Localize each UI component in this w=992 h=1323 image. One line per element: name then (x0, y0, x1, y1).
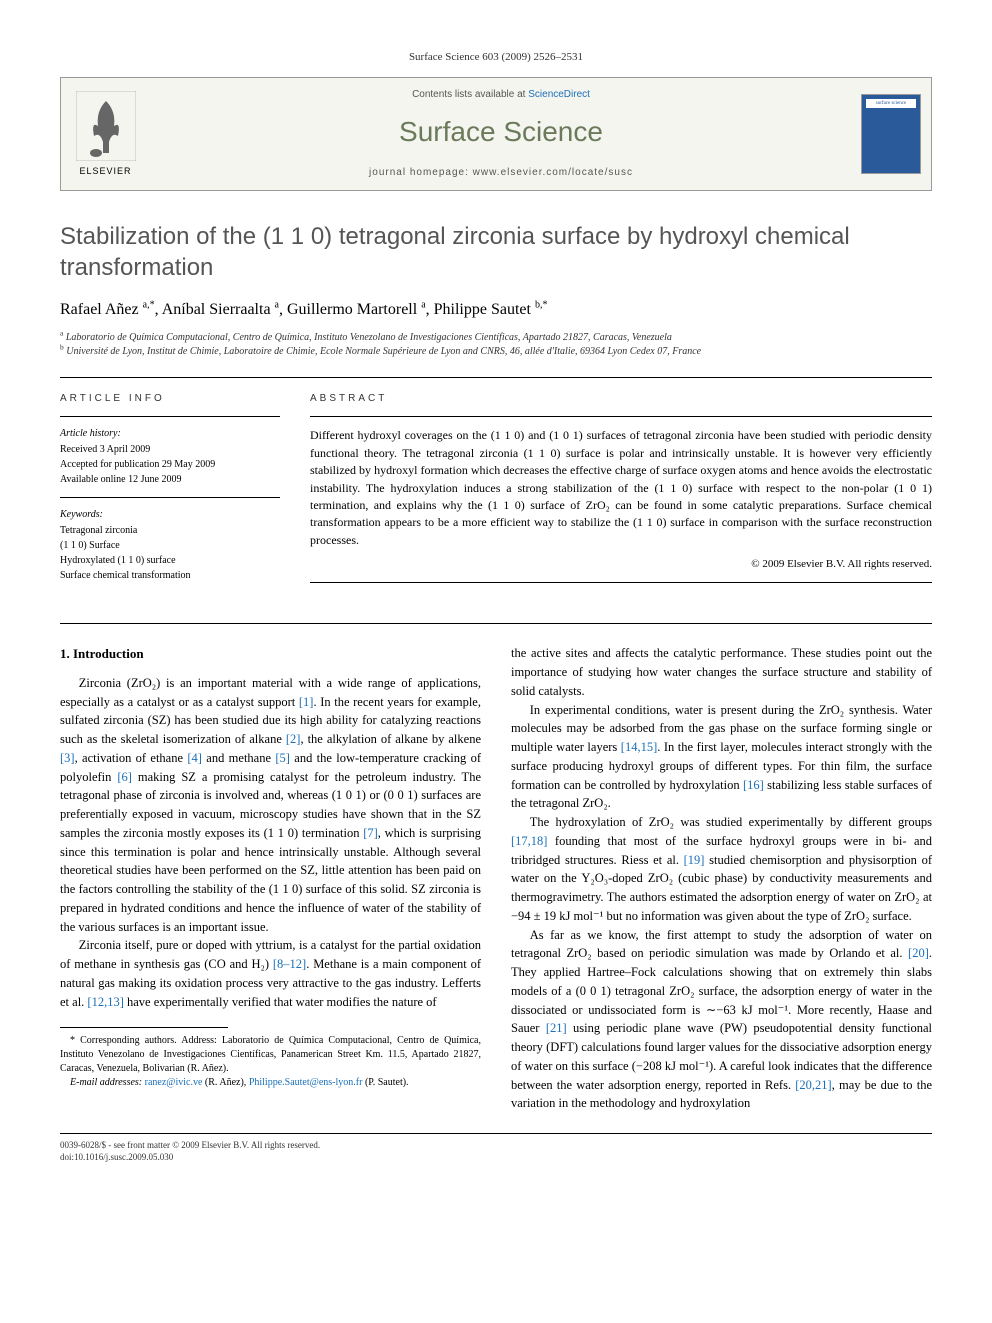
article-info-heading: ARTICLE INFO (60, 392, 280, 406)
ref-link[interactable]: [6] (117, 770, 132, 784)
ref-link[interactable]: [8–12] (273, 957, 306, 971)
homepage-url: www.elsevier.com/locate/susc (473, 167, 633, 178)
email-who-2: (P. Sautet). (365, 1077, 409, 1088)
journal-citation: Surface Science 603 (2009) 2526–2531 (60, 50, 932, 65)
homepage-prefix: journal homepage: (369, 167, 473, 178)
page-footer: 0039-6028/$ - see front matter © 2009 El… (60, 1133, 932, 1163)
affiliation-a: a Laboratorio de Química Computacional, … (60, 331, 932, 345)
email-link-1[interactable]: ranez@ivic.ve (145, 1077, 203, 1088)
ref-link[interactable]: [14,15] (621, 740, 657, 754)
email-who-1: (R. Añez), (205, 1077, 246, 1088)
footer-copyright: 0039-6028/$ - see front matter © 2009 El… (60, 1140, 932, 1152)
publisher-logo: ELSEVIER (61, 78, 151, 189)
ref-link[interactable]: [5] (275, 751, 290, 765)
ref-link[interactable]: [2] (286, 732, 301, 746)
keyword-1: Tetragonal zirconia (60, 524, 280, 538)
intro-para-3: In experimental conditions, water is pre… (511, 701, 932, 814)
publisher-name: ELSEVIER (79, 165, 131, 178)
affiliations: a Laboratorio de Química Computacional, … (60, 331, 932, 359)
keyword-4: Surface chemical transformation (60, 569, 280, 583)
elsevier-tree-icon (76, 91, 136, 161)
journal-homepage-line: journal homepage: www.elsevier.com/locat… (151, 166, 851, 180)
article-history-label: Article history: (60, 427, 280, 441)
ref-link[interactable]: [16] (743, 778, 764, 792)
affiliation-b: b Université de Lyon, Institut de Chimie… (60, 345, 932, 359)
section-1-heading: 1. Introduction (60, 644, 481, 664)
sciencedirect-link[interactable]: ScienceDirect (528, 89, 590, 100)
intro-para-5: As far as we know, the first attempt to … (511, 926, 932, 1114)
ref-link[interactable]: [21] (546, 1021, 567, 1035)
journal-cover-thumb: surface science (851, 78, 931, 189)
authors-line: Rafael Añez a,*, Aníbal Sierraalta a, Gu… (60, 299, 932, 321)
contents-prefix: Contents lists available at (412, 89, 528, 100)
intro-para-2: Zirconia itself, pure or doped with yttr… (60, 936, 481, 1011)
journal-header-box: ELSEVIER Contents lists available at Sci… (60, 77, 932, 190)
keyword-2: (1 1 0) Surface (60, 539, 280, 553)
abstract-copyright: © 2009 Elsevier B.V. All rights reserved… (310, 557, 932, 572)
intro-para-4: The hydroxylation of ZrO₂ was studied ex… (511, 813, 932, 926)
ref-link[interactable]: [7] (363, 826, 378, 840)
keyword-3: Hydroxylated (1 1 0) surface (60, 554, 280, 568)
ref-link[interactable]: [3] (60, 751, 75, 765)
abstract-block: ABSTRACT Different hydroxyl coverages on… (310, 392, 932, 593)
ref-link[interactable]: [1] (299, 695, 314, 709)
journal-name: Surface Science (151, 112, 851, 151)
article-title: Stabilization of the (1 1 0) tetragonal … (60, 221, 932, 283)
contents-available-line: Contents lists available at ScienceDirec… (151, 88, 851, 102)
abstract-heading: ABSTRACT (310, 392, 932, 406)
email-link-2[interactable]: Philippe.Sautet@ens-lyon.fr (249, 1077, 363, 1088)
article-info-block: ARTICLE INFO Article history: Received 3… (60, 392, 280, 593)
ref-link[interactable]: [17,18] (511, 834, 547, 848)
header-center: Contents lists available at ScienceDirec… (151, 78, 851, 189)
email-footnote: E-mail addresses: ranez@ivic.ve (R. Añez… (60, 1076, 481, 1090)
ref-link[interactable]: [19] (684, 853, 705, 867)
ref-link[interactable]: [20,21] (795, 1078, 831, 1092)
history-received: Received 3 April 2009 (60, 443, 280, 457)
keywords-label: Keywords: (60, 508, 280, 522)
corresponding-author-footnote: * Corresponding authors. Address: Labora… (60, 1034, 481, 1076)
ref-link[interactable]: [4] (187, 751, 202, 765)
ref-link[interactable]: [12,13] (87, 995, 123, 1009)
ref-link[interactable]: [20] (908, 946, 929, 960)
abstract-text: Different hydroxyl coverages on the (1 1… (310, 427, 932, 549)
body-column-left: 1. Introduction Zirconia (ZrO₂) is an im… (60, 644, 481, 1113)
intro-para-1: Zirconia (ZrO₂) is an important material… (60, 674, 481, 937)
footer-doi: doi:10.1016/j.susc.2009.05.030 (60, 1152, 932, 1164)
history-accepted: Accepted for publication 29 May 2009 (60, 458, 280, 472)
email-label: E-mail addresses: (70, 1077, 142, 1088)
cover-thumb-label: surface science (866, 99, 916, 108)
body-column-right: the active sites and affects the catalyt… (511, 644, 932, 1113)
history-online: Available online 12 June 2009 (60, 473, 280, 487)
intro-para-2-cont: the active sites and affects the catalyt… (511, 644, 932, 700)
